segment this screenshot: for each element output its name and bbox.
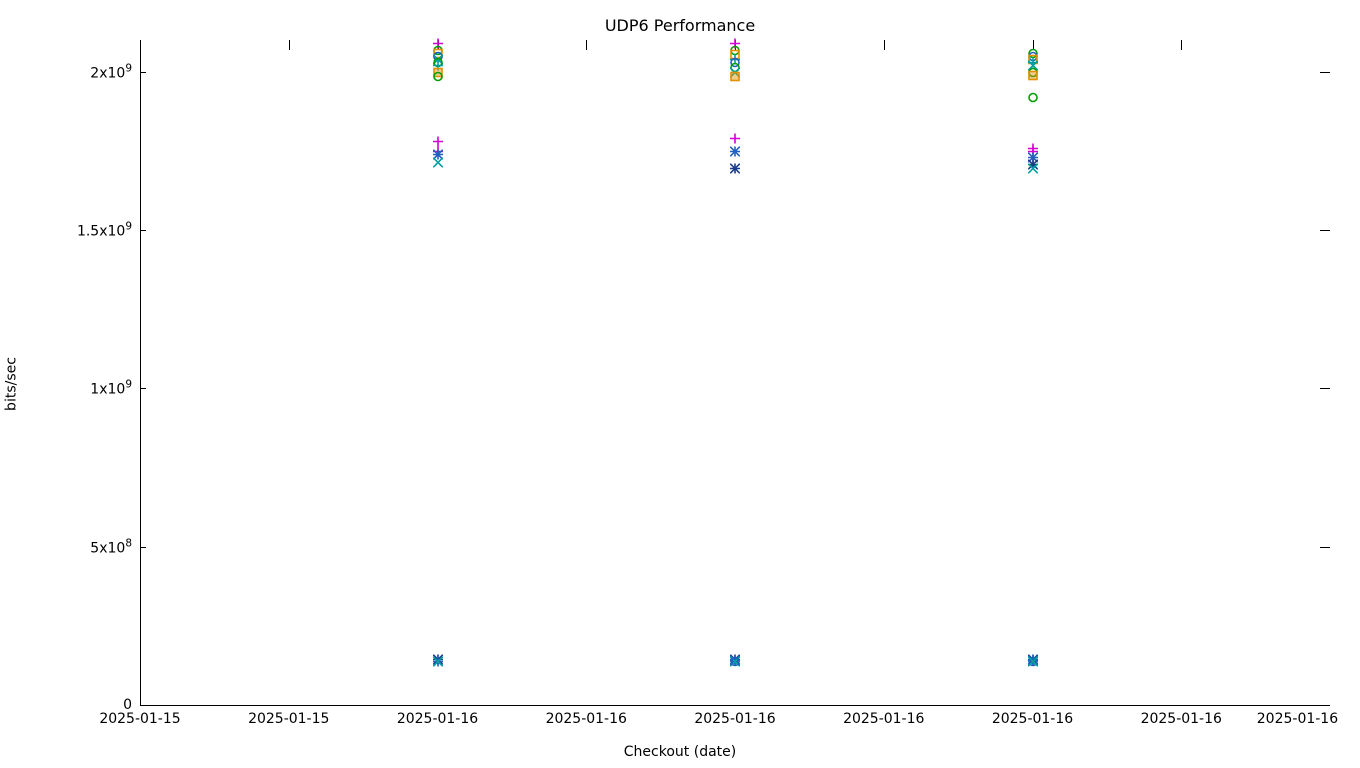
data-point	[730, 652, 740, 671]
data-point	[1028, 141, 1038, 160]
chart-title: UDP6 Performance	[0, 16, 1360, 35]
y-tick	[140, 547, 146, 548]
data-point	[1028, 53, 1038, 72]
x-tick-label: 2025-01-16	[546, 705, 627, 727]
x-tick-top	[1033, 40, 1034, 50]
data-point	[1028, 650, 1038, 669]
data-point	[730, 141, 740, 160]
x-tick-label: 2025-01-16	[843, 705, 924, 727]
y-tick-right	[1320, 72, 1330, 73]
data-point	[433, 50, 443, 69]
x-tick-label: 2025-01-16	[694, 705, 775, 727]
data-point	[433, 650, 443, 669]
data-point	[433, 53, 443, 72]
x-tick-label: 2025-01-15	[248, 705, 329, 727]
x-axis-label: Checkout (date)	[0, 744, 1360, 760]
data-point	[730, 62, 740, 81]
data-point	[433, 145, 443, 164]
data-point	[730, 651, 740, 670]
data-point	[1028, 88, 1038, 107]
data-point	[433, 152, 443, 171]
x-tick-label: 2025-01-15	[99, 705, 180, 727]
x-tick-top	[735, 40, 736, 50]
x-tick-label: 2025-01-16	[1257, 705, 1338, 727]
x-tick-label: 2025-01-16	[1141, 705, 1222, 727]
x-tick-top	[438, 40, 439, 50]
y-axis-label: bits/sec	[3, 357, 19, 411]
data-point	[1028, 154, 1038, 173]
data-point	[730, 159, 740, 178]
data-point	[1028, 65, 1038, 84]
y-tick-label: 2x109	[90, 62, 140, 81]
data-point	[730, 50, 740, 69]
data-point	[730, 650, 740, 669]
data-point	[730, 651, 740, 670]
data-point	[730, 129, 740, 148]
data-point	[433, 132, 443, 151]
x-tick-top	[884, 40, 885, 50]
data-point	[730, 53, 740, 72]
y-tick	[140, 388, 146, 389]
data-point	[730, 67, 740, 86]
y-axis-line	[140, 40, 141, 705]
data-point	[433, 141, 443, 160]
data-point	[1028, 56, 1038, 75]
data-point	[433, 67, 443, 86]
data-point	[1028, 138, 1038, 157]
data-point	[433, 652, 443, 671]
y-tick	[140, 230, 146, 231]
y-tick-right	[1320, 547, 1330, 548]
y-tick-label: 1.5x109	[77, 221, 140, 240]
x-tick-label: 2025-01-16	[992, 705, 1073, 727]
data-point	[730, 57, 740, 76]
data-point	[433, 62, 443, 81]
y-tick	[140, 72, 146, 73]
data-point	[1028, 651, 1038, 670]
data-point	[433, 56, 443, 75]
data-point	[1028, 50, 1038, 69]
x-tick-top	[1181, 40, 1182, 50]
x-tick-top	[586, 40, 587, 50]
data-point	[1028, 159, 1038, 178]
y-tick-right	[1320, 230, 1330, 231]
plot-area: 05x1081x1091.5x1092x1092025-01-152025-01…	[140, 40, 1330, 705]
x-tick-label: 2025-01-16	[397, 705, 478, 727]
udp6-performance-chart: UDP6 Performance bits/sec Checkout (date…	[0, 0, 1360, 768]
y-tick-label: 1x109	[90, 379, 140, 398]
data-point	[1028, 652, 1038, 671]
y-tick-label: 5x108	[90, 537, 140, 556]
y-tick-right	[1320, 388, 1330, 389]
data-point	[1028, 62, 1038, 81]
data-point	[433, 651, 443, 670]
x-tick-top	[289, 40, 290, 50]
data-point	[1028, 148, 1038, 167]
data-point	[1028, 651, 1038, 670]
